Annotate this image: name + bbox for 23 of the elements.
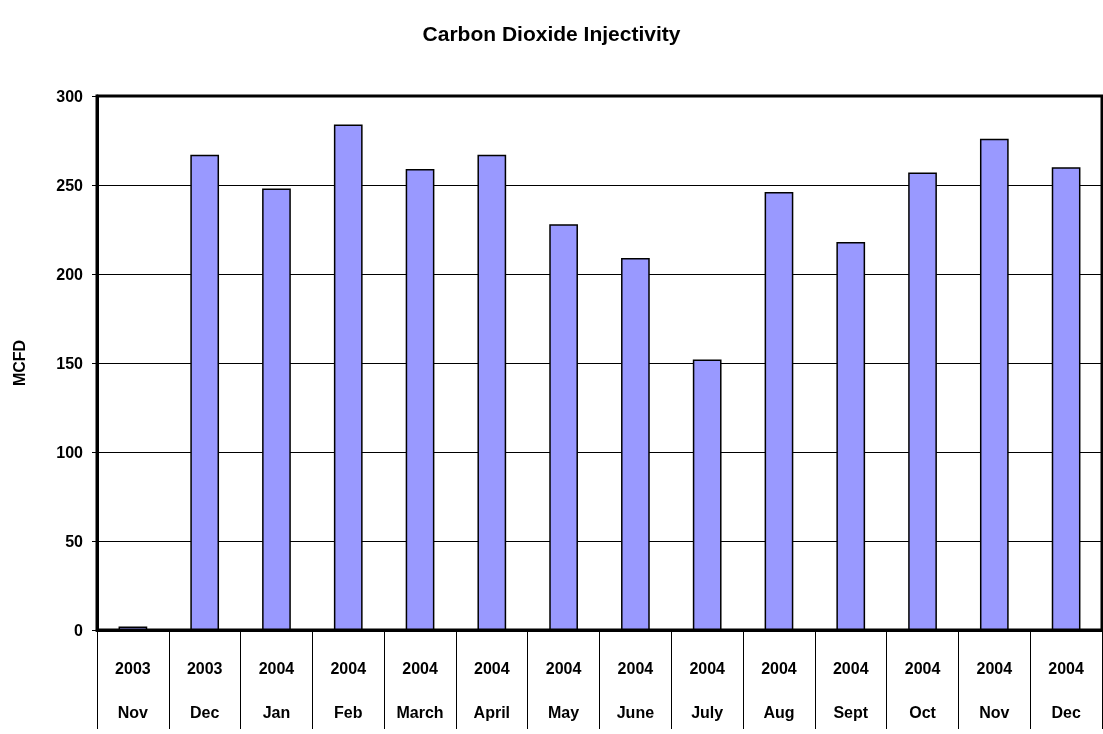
category-label: 2004 Oct (904, 659, 941, 721)
category-label: 2004 Dec (1048, 659, 1084, 721)
category-label: 2003 Dec (186, 659, 223, 721)
y-tick-label: 150 (56, 354, 84, 372)
y-tick-label: 300 (56, 87, 84, 105)
y-tick-label: 50 (65, 532, 84, 550)
category-label: 2004 Feb (330, 659, 367, 721)
category-label: 2004 Jan (258, 659, 295, 721)
y-tick-label: 100 (56, 443, 84, 461)
y-tick-label: 0 (74, 621, 84, 639)
category-label: 2004 May (545, 659, 582, 721)
chart-title: Carbon Dioxide Injectivity (422, 22, 681, 45)
y-axis-title: MCFD (10, 339, 28, 387)
category-label: 2004 Aug (761, 659, 797, 721)
category-label: 2004 Nov (976, 659, 1013, 721)
y-tick-label: 200 (56, 265, 84, 283)
category-label: 2004 June (616, 659, 655, 721)
category-label: 2003 Nov (115, 659, 151, 721)
category-label: 2004 Sept (832, 659, 869, 721)
y-tick-label: 250 (56, 176, 84, 194)
category-label: 2004 April (473, 659, 511, 721)
category-label: 2004 July (689, 659, 725, 721)
category-label: 2004 March (396, 659, 444, 721)
